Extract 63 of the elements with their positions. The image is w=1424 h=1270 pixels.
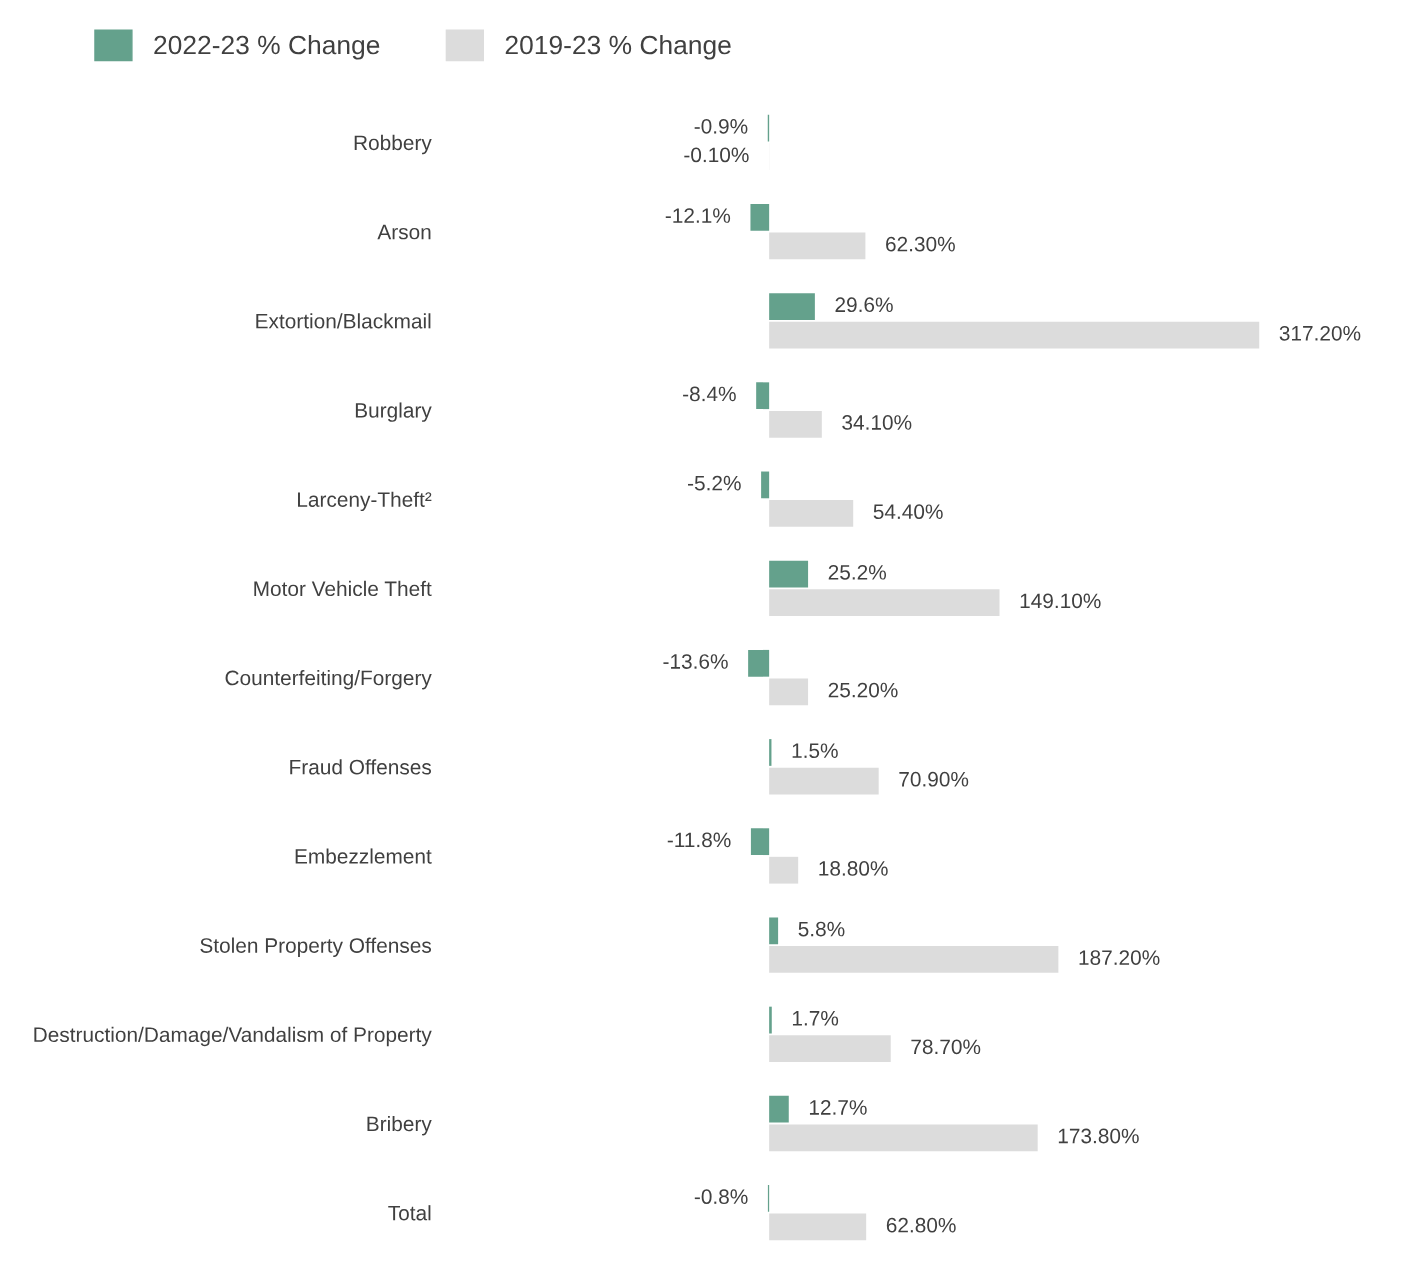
bar	[769, 946, 1059, 973]
y-tick-label: Extortion/Blackmail	[256, 313, 431, 329]
data-label: 29.6%	[835, 297, 893, 313]
bar	[750, 828, 770, 856]
data-label: -13.6%	[663, 654, 728, 669]
data-label: -5.2%	[688, 475, 741, 491]
y-tick-label: Total	[388, 1205, 431, 1221]
data-label: 18.80%	[819, 861, 888, 876]
data-label: -0.9%	[694, 118, 748, 134]
data-label: 25.20%	[828, 682, 898, 698]
data-label: 70.90%	[899, 771, 969, 787]
bar	[769, 293, 815, 320]
data-label: 317.20%	[1279, 325, 1361, 341]
bar	[769, 589, 1000, 617]
bar	[769, 560, 809, 588]
y-tick-label: Larceny-Theft²	[298, 491, 432, 512]
data-label: -0.8%	[694, 1189, 748, 1205]
data-label: -0.10%	[684, 147, 749, 163]
y-tick-label: Burglary	[355, 402, 432, 422]
data-label: 62.80%	[886, 1217, 956, 1233]
bar	[769, 856, 799, 884]
data-label: 173.80%	[1058, 1128, 1139, 1144]
legend-label: 2019-23 % Change	[505, 34, 731, 60]
data-label: 34.10%	[842, 415, 912, 430]
bar	[769, 321, 1260, 349]
data-label: -11.8%	[667, 832, 731, 848]
bar	[769, 1213, 867, 1241]
legend-label: 2022-23 % Change	[154, 34, 380, 60]
bar	[769, 1035, 891, 1062]
data-label: 1.7%	[792, 1010, 839, 1026]
y-tick-label: Counterfeiting/Forgery	[225, 670, 432, 690]
data-label: -8.4%	[683, 386, 736, 402]
bar	[769, 1124, 1038, 1152]
bar	[761, 471, 770, 499]
data-label: 12.7%	[809, 1100, 867, 1115]
bar	[756, 382, 770, 410]
bar	[769, 767, 879, 795]
bar	[750, 203, 770, 231]
y-tick-label: Arson	[377, 224, 431, 240]
data-label: 54.40%	[873, 504, 943, 520]
bar	[769, 232, 866, 260]
y-tick-label: Fraud Offenses	[290, 759, 432, 775]
y-tick-label: Embezzlement	[295, 848, 432, 864]
bar	[769, 410, 822, 438]
bar	[769, 1006, 772, 1034]
data-label: 78.70%	[911, 1039, 981, 1055]
bar	[769, 917, 779, 945]
bar	[769, 1095, 789, 1123]
y-tick-label: Robbery	[354, 134, 432, 155]
y-tick-label: Bribery	[367, 1115, 432, 1136]
bar	[769, 500, 854, 527]
data-label: 1.5%	[792, 743, 838, 759]
data-label: 25.2%	[828, 564, 887, 580]
data-label: 62.30%	[886, 236, 955, 252]
data-label: 5.8%	[798, 921, 845, 937]
data-label: 149.10%	[1020, 593, 1101, 609]
data-label: -12.1%	[665, 208, 731, 223]
y-tick-label: Motor Vehicle Theft	[254, 580, 432, 597]
bar	[769, 678, 809, 706]
y-tick-label: Destruction/Damage/Vandalism of Property	[34, 1026, 432, 1047]
data-label: 187.20%	[1079, 950, 1160, 965]
y-tick-label: Stolen Property Offenses	[200, 937, 432, 957]
bar	[748, 649, 770, 677]
